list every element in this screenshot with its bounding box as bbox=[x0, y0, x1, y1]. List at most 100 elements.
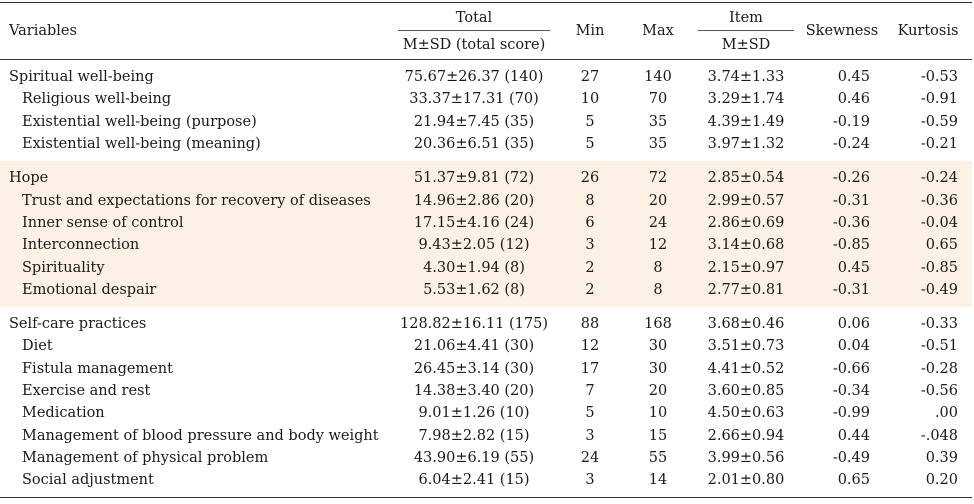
cell-kurt: 0.39 bbox=[925, 449, 958, 466]
cell-total: 26.45±3.14 (30) bbox=[413, 360, 535, 377]
cell-total: 75.67±26.37 (140) bbox=[404, 69, 544, 86]
cell-item: 3.97±1.32 bbox=[707, 136, 785, 153]
footnote-cutoff bbox=[0, 494, 400, 504]
header-item: Item bbox=[692, 3, 800, 31]
cell-min: 5 bbox=[585, 113, 595, 130]
cell-name: Exercise and rest bbox=[22, 383, 151, 399]
cell-name: Fistula management bbox=[22, 360, 173, 377]
cell-name: Spiritual well-being bbox=[9, 69, 154, 86]
cell-kurt: -0.36 bbox=[884, 189, 972, 212]
cell-skew: 0.46 bbox=[837, 91, 870, 108]
table-row: Religious well-being 33.37±17.31 (70) 10 70… bbox=[0, 88, 972, 110]
cell-item: 3.99±0.56 bbox=[707, 449, 785, 466]
cell-kurt: -0.91 bbox=[920, 91, 958, 108]
cell-skew: -0.66 bbox=[832, 360, 870, 377]
cell-skew: 0.65 bbox=[800, 469, 884, 499]
cell-skew: 0.04 bbox=[837, 338, 870, 355]
table-row: Social adjustment 6.04±2.41 (15) 3 14 2.01±0… bbox=[0, 469, 972, 499]
cell-item: 2.01±0.80 bbox=[692, 469, 800, 499]
cell-max: 168 bbox=[644, 316, 672, 333]
header-total: Total bbox=[392, 3, 556, 31]
cell-max: 20 bbox=[624, 189, 692, 212]
cell-item: 3.68±0.46 bbox=[707, 316, 785, 333]
cell-total: 33.37±17.31 (70) bbox=[409, 91, 539, 108]
section-self-care-practices: Self-care practices 128.82±16.11 (175) 88 1… bbox=[0, 307, 972, 499]
cell-total: 4.30±1.94 (8) bbox=[392, 256, 556, 279]
cell-max: 35 bbox=[648, 113, 668, 130]
cell-total: 21.06±4.41 (30) bbox=[413, 338, 535, 355]
cell-skew: 0.44 bbox=[837, 427, 870, 444]
cell-item: 3.51±0.73 bbox=[707, 338, 785, 355]
cell-min: 27 bbox=[580, 69, 600, 86]
cell-total: 43.90±6.19 (55) bbox=[413, 449, 535, 466]
cell-min: 17 bbox=[580, 360, 600, 377]
cell-max: 20 bbox=[648, 383, 668, 399]
cell-skew: -0.34 bbox=[832, 383, 870, 399]
cell-total: 128.82±16.11 (175) bbox=[400, 316, 548, 333]
cell-name: Hope bbox=[0, 161, 392, 190]
cell-skew: -0.26 bbox=[800, 161, 884, 190]
cell-kurt: -0.33 bbox=[920, 316, 958, 333]
cell-max: 12 bbox=[624, 234, 692, 257]
cell-min: 3 bbox=[556, 234, 624, 257]
cell-kurt: -0.21 bbox=[920, 136, 958, 153]
section-hope: Hope 51.37±9.81 (72) 26 72 2.85±0.54 -0.26 -0.… bbox=[0, 161, 972, 307]
cell-item: 3.29±1.74 bbox=[707, 91, 785, 108]
cell-max: 35 bbox=[648, 136, 668, 153]
section-spiritual-well-being: Spiritual well-being 75.67±26.37 (140) 27 1… bbox=[0, 60, 972, 162]
table-row: Hope 51.37±9.81 (72) 26 72 2.85±0.54 -0.26 -0.… bbox=[0, 161, 972, 190]
cell-kurt: 0.65 bbox=[884, 234, 972, 257]
cell-name: Religious well-being bbox=[22, 91, 172, 108]
cell-min: 88 bbox=[580, 316, 600, 333]
cell-total: 9.43±2.05 (12) bbox=[392, 234, 556, 257]
cell-max: 30 bbox=[648, 360, 668, 377]
cell-skew: -0.31 bbox=[800, 189, 884, 212]
header-skewness: Skewness bbox=[805, 23, 879, 39]
cell-name: Diet bbox=[22, 338, 53, 355]
cell-kurt: -0.53 bbox=[920, 69, 958, 86]
cell-skew: -0.85 bbox=[800, 234, 884, 257]
cell-max: 8 bbox=[624, 256, 692, 279]
cell-item: 2.99±0.57 bbox=[692, 189, 800, 212]
table-row: Self-care practices 128.82±16.11 (175) 88 1… bbox=[0, 307, 972, 335]
cell-item: 2.77±0.81 bbox=[692, 278, 800, 307]
table-header: Variables Total Min Max Item Skewness Ku… bbox=[0, 2, 972, 60]
cell-item: 2.85±0.54 bbox=[692, 161, 800, 190]
cell-max: 10 bbox=[648, 405, 668, 422]
table-row: Inner sense of control 17.15±4.16 (24) 6 24… bbox=[0, 211, 972, 235]
header-total-label: Total bbox=[398, 10, 550, 31]
cell-min: 8 bbox=[556, 189, 624, 212]
cell-skew: -0.24 bbox=[832, 136, 870, 153]
header-max: Max bbox=[642, 23, 674, 39]
table-row: Existential well-being (meaning) 20.36±6.… bbox=[0, 133, 972, 161]
cell-skew: 0.45 bbox=[837, 69, 870, 86]
cell-total: 14.38±3.40 (20) bbox=[413, 383, 535, 399]
cell-total: 51.37±9.81 (72) bbox=[392, 161, 556, 190]
cell-max: 8 bbox=[624, 278, 692, 307]
header-variables: Variables bbox=[9, 23, 77, 39]
cell-max: 55 bbox=[648, 449, 668, 466]
cell-item: 3.60±0.85 bbox=[707, 383, 785, 399]
cell-min: 3 bbox=[556, 469, 624, 499]
cell-total: 14.96±2.86 (20) bbox=[392, 189, 556, 212]
cell-kurt: -0.85 bbox=[884, 256, 972, 279]
cell-total: 20.36±6.51 (35) bbox=[413, 136, 535, 153]
cell-name: Interconnection bbox=[0, 234, 392, 257]
cell-total: 9.01±1.26 (10) bbox=[418, 405, 530, 422]
cell-name: Existential well-being (meaning) bbox=[22, 136, 261, 153]
cell-max: 14 bbox=[624, 469, 692, 499]
table-row: Interconnection 9.43±2.05 (12) 3 12 3.14±0.6… bbox=[0, 234, 972, 257]
cell-total: 17.15±4.16 (24) bbox=[392, 211, 556, 235]
table-row: Exercise and rest 14.38±3.40 (20) 7 20 3.60±… bbox=[0, 380, 972, 402]
cell-item: 4.50±0.63 bbox=[707, 405, 785, 422]
table-row: Management of physical problem 43.90±6.19… bbox=[0, 447, 972, 469]
cell-total: 21.94±7.45 (35) bbox=[413, 113, 535, 130]
cell-kurt: .00 bbox=[934, 405, 958, 422]
cell-name: Medication bbox=[22, 405, 105, 422]
cell-min: 2 bbox=[556, 256, 624, 279]
table-row: Spiritual well-being 75.67±26.37 (140) 27 1… bbox=[0, 60, 972, 89]
cell-min: 26 bbox=[556, 161, 624, 190]
cell-max: 30 bbox=[648, 338, 668, 355]
cell-name: Trust and expectations for recovery of d… bbox=[0, 189, 392, 212]
cell-min: 2 bbox=[556, 278, 624, 307]
